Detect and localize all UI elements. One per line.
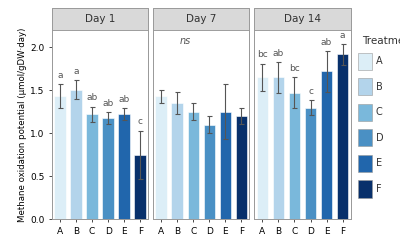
Bar <box>321 72 332 219</box>
Bar <box>337 54 348 219</box>
FancyBboxPatch shape <box>358 78 372 96</box>
Bar <box>54 97 66 219</box>
FancyBboxPatch shape <box>358 130 372 146</box>
Text: a: a <box>73 67 79 76</box>
Text: a: a <box>340 31 345 40</box>
Text: Day 1: Day 1 <box>85 14 115 24</box>
FancyBboxPatch shape <box>358 155 372 172</box>
Y-axis label: Methane oxidation potential (μmol/gDW·day): Methane oxidation potential (μmol/gDW·da… <box>18 27 27 222</box>
FancyBboxPatch shape <box>153 8 250 30</box>
FancyBboxPatch shape <box>52 8 148 30</box>
Text: A: A <box>376 56 382 67</box>
Bar <box>172 103 183 219</box>
Text: a: a <box>57 71 63 80</box>
Text: ab: ab <box>102 99 114 108</box>
Text: Treatment: Treatment <box>362 36 400 46</box>
Bar <box>156 97 167 219</box>
Text: ab: ab <box>118 95 130 104</box>
Text: Day 7: Day 7 <box>186 14 216 24</box>
Text: c: c <box>138 117 143 127</box>
Bar <box>188 112 199 219</box>
Text: E: E <box>376 159 382 169</box>
FancyBboxPatch shape <box>358 104 372 121</box>
Bar <box>305 108 316 219</box>
Text: Day 14: Day 14 <box>284 14 321 24</box>
Bar <box>289 93 300 219</box>
Text: bc: bc <box>289 64 300 73</box>
FancyBboxPatch shape <box>254 8 351 30</box>
Text: ns: ns <box>180 36 191 46</box>
Bar <box>118 114 130 219</box>
Text: C: C <box>376 107 382 117</box>
Text: ab: ab <box>273 49 284 58</box>
Bar <box>220 112 231 219</box>
FancyBboxPatch shape <box>358 180 372 198</box>
Text: bc: bc <box>257 50 268 59</box>
Bar <box>86 114 98 219</box>
Bar <box>273 78 284 219</box>
Bar <box>236 116 247 219</box>
Bar <box>257 78 268 219</box>
FancyBboxPatch shape <box>358 53 372 70</box>
Text: c: c <box>308 86 313 96</box>
Bar <box>102 118 114 219</box>
Text: D: D <box>376 133 384 143</box>
Text: B: B <box>376 82 382 92</box>
Bar <box>204 125 215 219</box>
Bar <box>134 155 146 219</box>
Text: F: F <box>376 184 382 194</box>
Text: ab: ab <box>86 93 98 102</box>
Bar <box>70 89 82 219</box>
Text: ab: ab <box>321 38 332 47</box>
